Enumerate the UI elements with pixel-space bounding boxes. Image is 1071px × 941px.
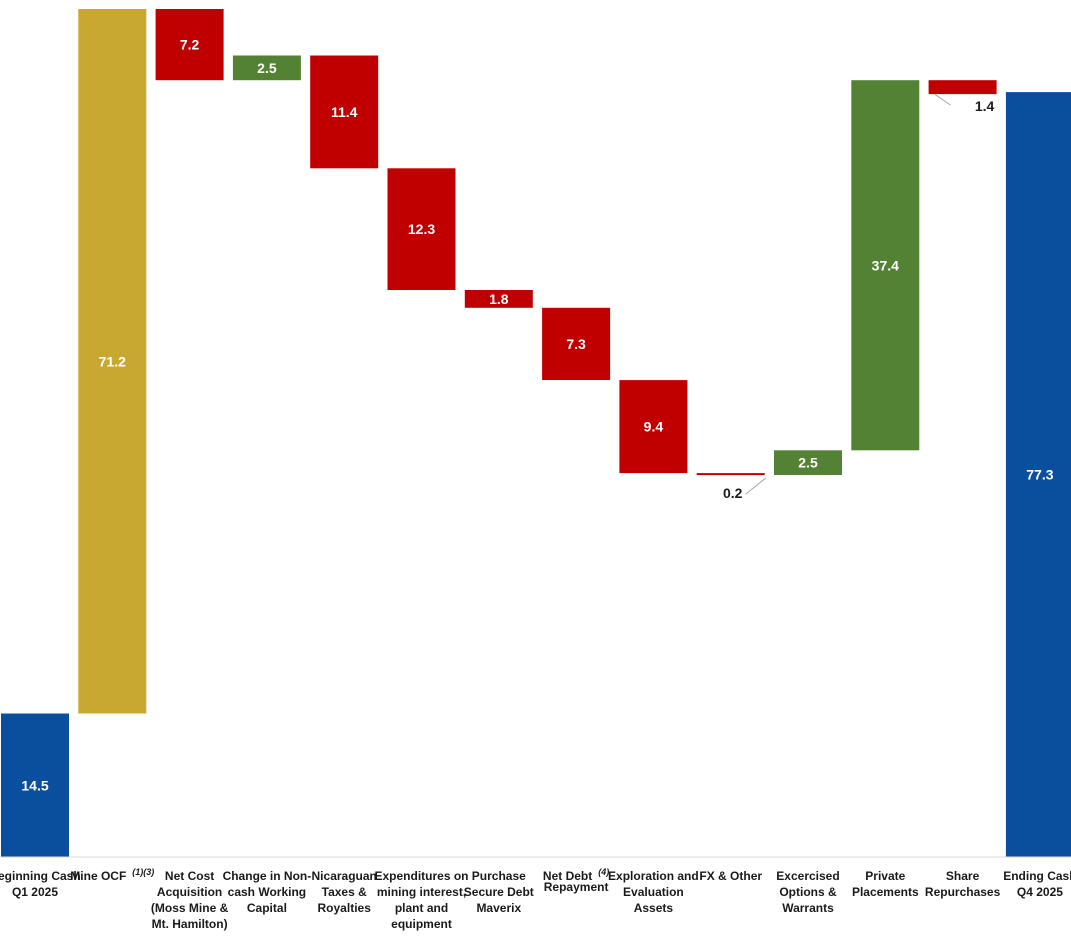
value-label-4: 11.4 [331,104,358,120]
bar-8 [619,380,688,474]
category-label-4: Nicaraguan Taxes & Royalties [312,869,377,915]
bar-13 [1005,92,1071,858]
bar-2 [155,9,224,81]
category-label-6: Purchase Secure Debt Maverix [464,869,534,915]
value-label-8: 9.4 [644,419,664,435]
bar-7 [542,307,611,380]
value-label-11: 37.4 [872,257,899,273]
bar-3 [232,55,301,81]
value-label-3: 2.5 [257,60,277,76]
bar-6 [464,290,533,308]
value-label-6: 1.8 [489,291,509,307]
category-label-3: Change in Non-cash Working Capital [223,869,312,915]
category-label-10: Excercised Options & Warrants [776,869,839,915]
value-label-10: 2.5 [798,455,818,471]
value-labels-layer: 14.5 71.2 7.2 2.5 11.4 12.3 1.8 7.3 9.4 0.2 2.5 37.… [21,37,1053,794]
bar-4 [310,55,379,169]
category-label-9: FX & Other [699,869,762,883]
category-label-2: Net Cost Acquisition (Moss Mine & Mt. Hamil… [151,869,229,931]
bar-0 [1,713,69,857]
value-label-5: 12.3 [408,221,435,237]
category-label-5: Expenditures on mining interest, plant and… [374,869,468,931]
bar-11 [851,80,920,451]
leader-lines-layer [745,93,951,495]
value-label-13: 77.3 [1026,467,1053,483]
bar-1 [78,9,147,714]
value-label-12: 1.4 [975,98,995,114]
bars-layer [1,9,1071,858]
category-label-12: Share Repurchases [925,869,1001,899]
category-label-1: Mine OCF (1)(3) [70,867,154,883]
value-label-9: 0.2 [723,485,743,501]
value-label-2: 7.2 [180,37,200,53]
category-label-11: Private Placements [852,869,919,899]
category-label-13: Ending Cash Q4 2025 [1003,869,1071,899]
category-label-8: Exploration and Evaluation Assets [608,869,699,915]
value-label-7: 7.3 [566,336,586,352]
category-label-7: Net Debt (4) Repayment [543,867,609,894]
value-label-1: 71.2 [99,353,126,369]
value-label-0: 14.5 [21,777,48,793]
leader-line-12 [934,93,951,106]
bar-5 [387,168,456,290]
bar-10 [774,450,842,475]
leader-line-9 [745,477,767,495]
bar-12 [928,80,997,95]
bar-9 [696,473,765,476]
